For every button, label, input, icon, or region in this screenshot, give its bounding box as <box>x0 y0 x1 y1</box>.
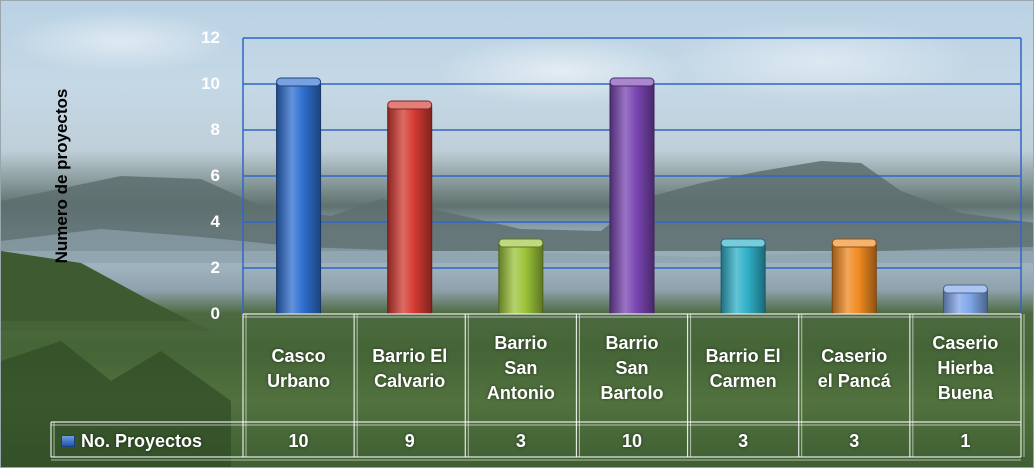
bar-top <box>609 77 655 87</box>
bar <box>609 77 655 315</box>
y-tick-label: 4 <box>210 212 220 231</box>
bar <box>387 100 433 315</box>
category-label: Caserio el Pancá <box>817 345 891 391</box>
bar-top <box>831 238 877 248</box>
bar-top <box>720 238 766 248</box>
category-label: Barrio El Carmen <box>705 345 781 391</box>
data-table-value: 3 <box>515 430 526 451</box>
bar-body <box>498 244 544 315</box>
bar-top <box>498 238 544 248</box>
bar-body <box>831 244 877 315</box>
y-tick-label: 0 <box>210 304 220 323</box>
category-label: Barrio San Bartolo <box>600 333 664 403</box>
data-table-value: 10 <box>621 430 642 451</box>
bar <box>831 238 877 315</box>
legend-label: No. Proyectos <box>81 430 203 451</box>
bar-body <box>942 290 988 315</box>
bar <box>720 238 766 315</box>
bar-top <box>942 284 988 294</box>
data-table-value: 10 <box>288 430 309 451</box>
y-tick-label: 8 <box>210 120 220 139</box>
y-tick-label: 12 <box>201 28 220 47</box>
category-label: Barrio San Antonio <box>486 333 555 403</box>
data-table-value: 1 <box>960 430 971 451</box>
bar <box>498 238 544 315</box>
bar <box>276 77 322 315</box>
y-tick-label: 6 <box>210 166 220 185</box>
data-table-value: 3 <box>738 430 749 451</box>
y-tick-label: 10 <box>201 74 220 93</box>
bar-top <box>276 77 322 87</box>
category-label: Caserio Hierba Buena <box>932 333 999 403</box>
bar <box>942 284 988 315</box>
bar-top <box>387 100 433 110</box>
data-table-value: 3 <box>849 430 860 451</box>
legend-entry: No. Proyectos <box>55 425 243 457</box>
bar-body <box>609 83 655 315</box>
legend-key-icon <box>61 435 75 447</box>
bar-body <box>387 106 433 315</box>
y-tick-label: 2 <box>210 258 220 277</box>
bar-body <box>720 244 766 315</box>
data-table-value: 9 <box>404 430 415 451</box>
category-label: Barrio El Calvario <box>372 345 448 391</box>
bar-body <box>276 83 322 315</box>
category-label: Casco Urbano <box>267 345 331 391</box>
